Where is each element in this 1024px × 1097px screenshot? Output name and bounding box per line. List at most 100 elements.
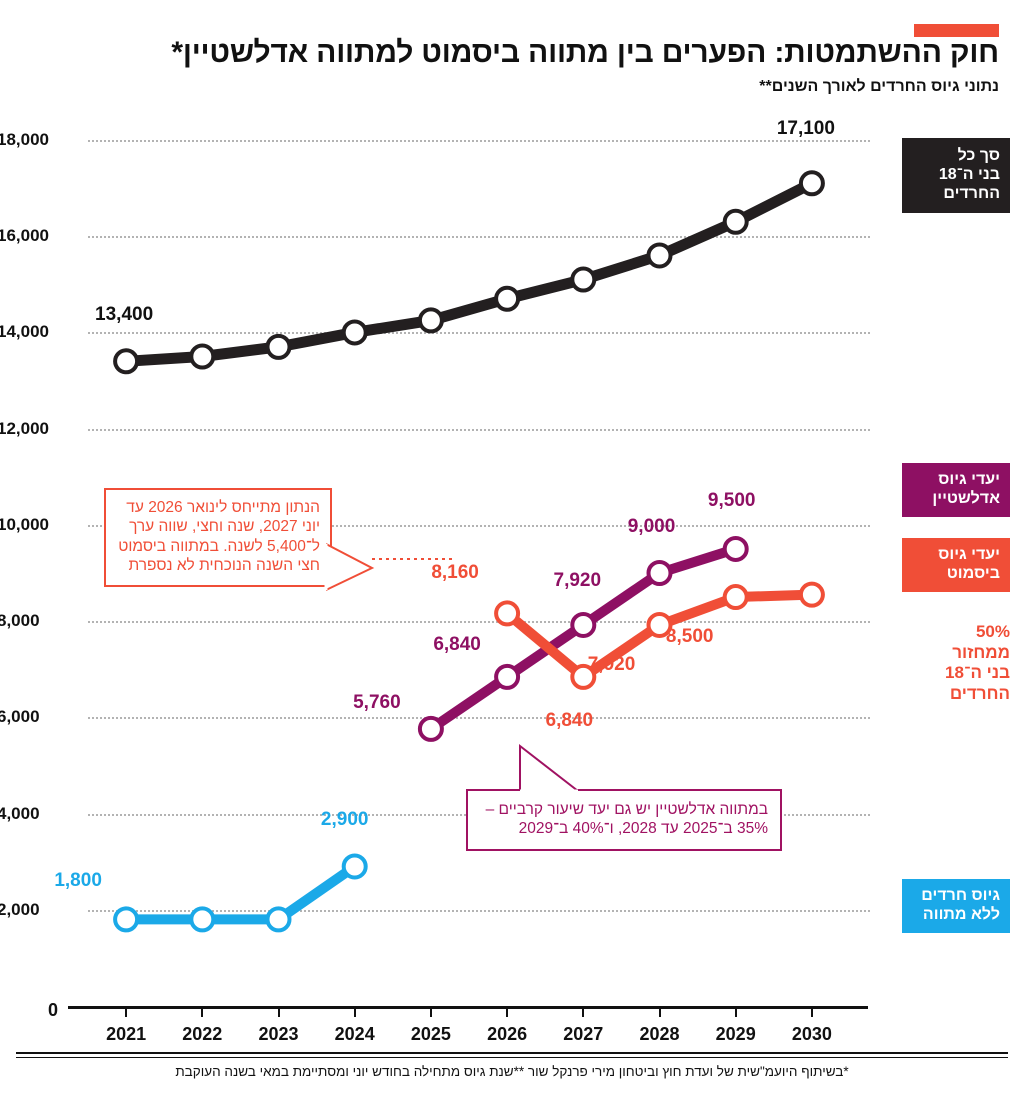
y-axis-zero-label: 0 — [48, 1000, 59, 1020]
x-tick-mark — [810, 1006, 813, 1017]
data-point-label: 7,920 — [553, 569, 602, 591]
callout-edelstein-note: במתווה אדלשטיין יש גם יעד שיעור קרביים –… — [466, 789, 782, 851]
series-point[interactable] — [113, 348, 140, 375]
series-point[interactable] — [189, 343, 216, 370]
data-point-label: 8,500 — [665, 626, 714, 648]
series-point[interactable] — [494, 600, 521, 627]
x-tick-mark — [506, 1006, 509, 1017]
x-tick-label: 2030 — [791, 1024, 832, 1044]
callout-bismuth-note: הנתון מתייחס לינואר 2026 עד יוני 2027, ש… — [104, 488, 332, 587]
series-point[interactable] — [798, 170, 825, 197]
x-axis-line — [68, 1006, 868, 1009]
y-tick-label: 12,000 — [0, 418, 49, 438]
data-point-label: 2,900 — [320, 809, 369, 831]
series-point[interactable] — [417, 307, 444, 334]
gridline — [88, 428, 870, 431]
gridline — [88, 236, 870, 239]
x-tick-mark — [201, 1006, 204, 1017]
series-point[interactable] — [646, 242, 673, 269]
series-point[interactable] — [722, 584, 749, 611]
data-point-label: 7,920 — [587, 653, 636, 675]
legend-no-framework-label: גיוס חרדים ללא מתווה — [921, 887, 1000, 923]
series-point[interactable] — [341, 319, 368, 346]
x-tick-mark — [277, 1006, 280, 1017]
legend-edelstein-label: יעדי גיוס אדלשטיין — [932, 471, 1000, 507]
x-tick-mark — [429, 1006, 432, 1017]
x-tick-label: 2024 — [334, 1024, 375, 1044]
data-point-label: 9,000 — [627, 516, 676, 537]
x-tick-mark — [353, 1006, 356, 1017]
data-point-label: 5,760 — [353, 691, 401, 713]
gridline — [88, 524, 870, 527]
x-tick-label: 2028 — [639, 1024, 680, 1044]
series-point[interactable] — [494, 663, 521, 690]
series-point[interactable] — [189, 906, 216, 933]
series-point[interactable] — [646, 560, 673, 586]
gridline — [88, 332, 870, 335]
gridline — [88, 140, 870, 142]
series-point[interactable] — [417, 715, 444, 742]
callout-red-tail — [324, 543, 375, 591]
chart-plot-area: 2,000 4,000 6,000 8,000 10,000 12,000 14,000 16… — [0, 118, 870, 1044]
data-point-label: 9,500 — [707, 489, 756, 511]
legend-total-haredi-18[interactable]: סך כל בני ה־18 החרדים — [902, 138, 1010, 213]
series-point[interactable] — [570, 611, 597, 638]
chart-series-layer — [113, 170, 825, 933]
x-tick-label: 2029 — [715, 1024, 756, 1044]
page-subtitle: נתוני גיוס החרדים לאורך השנים** — [759, 78, 999, 95]
x-tick-label: 2021 — [106, 1024, 147, 1044]
y-tick-label: 8,000 — [0, 611, 40, 631]
footer-divider — [16, 1052, 1008, 1058]
data-point-label: 8,160 — [431, 562, 479, 584]
gridline — [88, 717, 870, 720]
legend-no-framework[interactable]: גיוס חרדים ללא מתווה — [902, 879, 1010, 933]
page-title: חוק ההשתמטות: הפערים בין מתווה ביסמוט למ… — [171, 36, 999, 69]
y-tick-label: 16,000 — [0, 226, 49, 246]
callout-purple-tail — [519, 743, 579, 793]
data-point-label: 17,100 — [776, 118, 835, 140]
y-tick-label: 4,000 — [0, 803, 40, 823]
y-tick-label: 6,000 — [0, 707, 40, 727]
series-point[interactable] — [798, 581, 825, 608]
footer-note: *בשיתוף היועמ"שית של ועדת חוץ וביטחון מי… — [175, 1064, 849, 1079]
series-line — [121, 861, 360, 925]
x-tick-label: 2026 — [487, 1024, 528, 1044]
legend-total-label: סך כל בני ה־18 החרדים — [938, 147, 1000, 202]
series-point[interactable] — [722, 208, 749, 235]
gridline — [88, 621, 870, 624]
series-point[interactable] — [494, 285, 521, 312]
series-point[interactable] — [646, 611, 673, 638]
y-tick-label: 2,000 — [0, 899, 40, 919]
data-point-label: 13,400 — [95, 304, 154, 326]
legend-bismuth-targets[interactable]: יעדי גיוס ביסמוט — [902, 538, 1010, 592]
x-tick-mark — [734, 1006, 737, 1017]
data-point-label: 6,840 — [545, 709, 594, 731]
accent-bar — [914, 24, 999, 37]
data-point-label: 1,800 — [54, 870, 102, 892]
x-tick-mark — [125, 1006, 128, 1017]
x-tick-label: 2022 — [182, 1024, 223, 1044]
side-note-50-percent: 50% ממחזור בני ה־18 החרדים — [945, 622, 1010, 704]
x-tick-mark — [582, 1006, 585, 1017]
data-point-label: 6,840 — [433, 633, 481, 655]
y-tick-label: 14,000 — [0, 322, 49, 342]
series-point[interactable] — [570, 663, 597, 690]
legend-edelstein-targets[interactable]: יעדי גיוס אדלשטיין — [902, 463, 1010, 517]
x-tick-label: 2023 — [258, 1024, 299, 1044]
x-tick-label: 2027 — [563, 1024, 604, 1044]
series-point[interactable] — [341, 853, 368, 880]
series-line — [120, 177, 818, 367]
series-point[interactable] — [113, 906, 140, 933]
series-point[interactable] — [570, 266, 597, 293]
series-point[interactable] — [265, 906, 292, 933]
series-point[interactable] — [265, 333, 292, 360]
legend-bismuth-label: יעדי גיוס ביסמוט — [938, 546, 1000, 582]
gridline — [88, 909, 870, 912]
y-tick-label: 18,000 — [0, 130, 49, 149]
callout-red-leader — [372, 558, 456, 560]
y-tick-label: 10,000 — [0, 514, 49, 534]
series-point[interactable] — [722, 535, 749, 562]
x-tick-mark — [658, 1006, 661, 1017]
x-tick-label: 2025 — [410, 1024, 451, 1044]
